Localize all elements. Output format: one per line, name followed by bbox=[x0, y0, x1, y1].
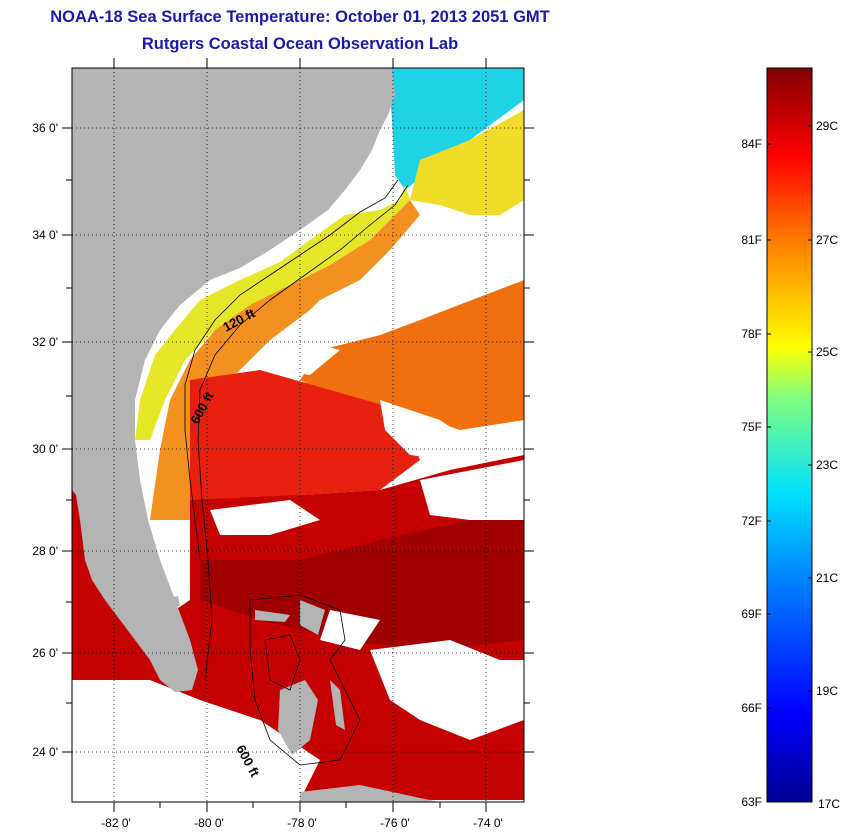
colorbar-frame bbox=[766, 67, 813, 803]
cloud-patch bbox=[380, 400, 470, 460]
latitude-labels: 36 0' 34 0' 32 0' 30 0' 28 0' 26 0' 24 0… bbox=[32, 121, 58, 759]
lon-label: -80 0' bbox=[194, 816, 224, 830]
lat-label: 24 0' bbox=[32, 745, 58, 759]
lat-label: 36 0' bbox=[32, 121, 58, 135]
cloud-patch bbox=[210, 500, 320, 535]
colorbar-c-label: 29C bbox=[816, 119, 838, 133]
colorbar-c-label: 17C bbox=[818, 797, 840, 811]
lat-label: 26 0' bbox=[32, 646, 58, 660]
lon-label: -76 0' bbox=[380, 816, 410, 830]
contour-bahamas bbox=[249, 594, 361, 766]
colorbar-gradient bbox=[767, 68, 812, 802]
us-east-coast-land bbox=[72, 68, 395, 692]
colorbar-ticks bbox=[767, 125, 812, 709]
landmass bbox=[72, 68, 440, 802]
colorbar-f-label: 84F bbox=[741, 137, 762, 151]
longitude-labels: -82 0' -80 0' -78 0' -76 0' -74 0' bbox=[101, 816, 503, 830]
colorbar-c-label: 25C bbox=[816, 345, 838, 359]
cloud-patch bbox=[290, 215, 524, 345]
colorbar-f-label: 66F bbox=[741, 701, 762, 715]
offshore-orange bbox=[300, 280, 524, 430]
bathymetry-contours bbox=[184, 179, 409, 766]
lon-label: -82 0' bbox=[101, 816, 131, 830]
cloud-patch bbox=[72, 680, 320, 800]
colorbar-f-label: 72F bbox=[741, 514, 762, 528]
shelf-orange bbox=[150, 200, 420, 520]
lat-label: 34 0' bbox=[32, 228, 58, 242]
lon-label: -74 0' bbox=[473, 816, 503, 830]
colorbar-c-label: 27C bbox=[816, 233, 838, 247]
contour-bahamas-inner bbox=[264, 634, 301, 691]
yellow-water-patch bbox=[410, 110, 524, 215]
cloud-patch bbox=[320, 610, 380, 650]
colorbar-c-label: 21C bbox=[816, 571, 838, 585]
colorbar-f-label: 69F bbox=[741, 607, 762, 621]
map-frame bbox=[71, 67, 525, 803]
lat-label: 30 0' bbox=[32, 442, 58, 456]
island-andros bbox=[278, 680, 318, 755]
cloud-patch bbox=[420, 460, 524, 520]
lon-label: -78 0' bbox=[287, 816, 317, 830]
colorbar-c-label: 19C bbox=[816, 684, 838, 698]
map-panel bbox=[72, 68, 524, 802]
colorbar-f-label: 78F bbox=[741, 327, 762, 341]
cloud-patch bbox=[260, 340, 340, 375]
colorbar-f-labels: 84F 81F 78F 75F 72F 69F 66F 63F bbox=[741, 137, 762, 809]
colorbar-c-labels: 29C 27C 25C 23C 21C 19C 17C bbox=[816, 119, 840, 811]
page-subtitle: Rutgers Coastal Ocean Observation Lab bbox=[141, 35, 459, 53]
colorbar: 84F 81F 78F 75F 72F 69F 66F 63F 29C 27C … bbox=[741, 67, 840, 811]
island-abaco bbox=[300, 600, 325, 635]
contour-120ft bbox=[184, 179, 399, 561]
island-eleuthera bbox=[330, 680, 345, 730]
colorbar-c-label: 23C bbox=[816, 458, 838, 472]
island-cuba bbox=[300, 785, 440, 802]
colorbar-f-label: 63F bbox=[741, 795, 762, 809]
cloud-patch bbox=[370, 640, 524, 740]
cloud-cover bbox=[72, 215, 524, 800]
map-ticks bbox=[62, 58, 534, 812]
island-grand-bahama bbox=[255, 610, 290, 622]
colorbar-f-label: 75F bbox=[741, 420, 762, 434]
lat-label: 28 0' bbox=[32, 544, 58, 558]
warm-core bbox=[190, 370, 420, 500]
contour-600ft bbox=[197, 184, 409, 681]
island-small bbox=[168, 596, 180, 608]
colorbar-f-label: 81F bbox=[741, 233, 762, 247]
graticule bbox=[72, 68, 524, 802]
page-title: NOAA-18 Sea Surface Temperature: October… bbox=[50, 8, 550, 26]
lat-label: 32 0' bbox=[32, 335, 58, 349]
